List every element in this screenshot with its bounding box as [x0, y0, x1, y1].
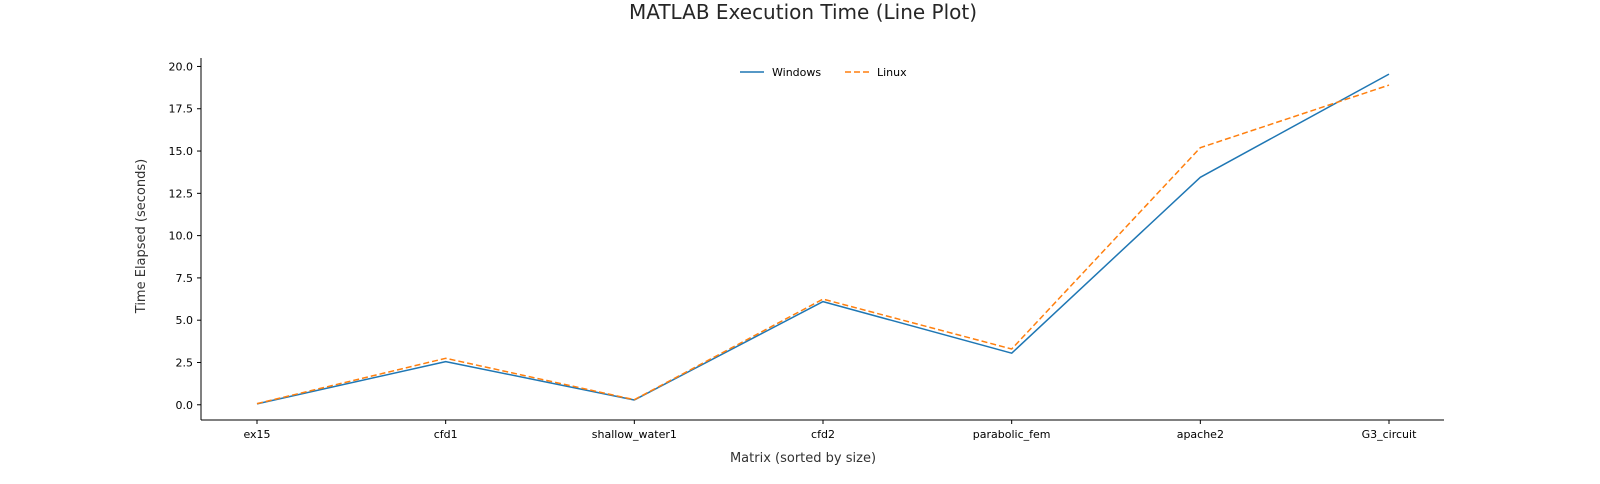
- x-axis-ticks: ex15 cfd1 shallow_water1 cfd2 parabolic_fem a…: [243, 420, 1417, 441]
- y-tick-label: 20.0: [169, 60, 194, 73]
- chart-title: MATLAB Execution Time (Line Plot): [629, 0, 977, 24]
- series-line-linux: [256, 84, 1390, 405]
- x-tick-label: ex15: [243, 428, 270, 441]
- y-tick-label: 15.0: [169, 145, 194, 158]
- legend: Windows Linux: [740, 66, 907, 79]
- axes: [200, 58, 1444, 421]
- y-tick-label: 2.5: [176, 356, 194, 369]
- y-tick-label: 10.0: [169, 230, 194, 243]
- series-line-windows: [256, 73, 1390, 405]
- y-tick-label: 17.5: [169, 103, 194, 116]
- y-tick-label: 12.5: [169, 187, 194, 200]
- x-tick-label: cfd1: [434, 428, 458, 441]
- x-tick-label: cfd2: [811, 428, 835, 441]
- x-tick-label: shallow_water1: [592, 428, 677, 441]
- x-tick-label: apache2: [1177, 428, 1224, 441]
- y-tick-label: 7.5: [176, 272, 194, 285]
- y-tick-label: 0.0: [176, 399, 194, 412]
- legend-label-windows: Windows: [772, 66, 821, 79]
- x-tick-label: G3_circuit: [1362, 428, 1417, 441]
- x-tick-label: parabolic_fem: [973, 428, 1051, 441]
- y-axis-ticks: 0.0 2.5 5.0 7.5 10.0 12.5 15.0 17.5 20.0: [169, 60, 201, 412]
- series-lines: [256, 73, 1390, 405]
- x-axis-label: Matrix (sorted by size): [730, 451, 876, 466]
- y-tick-label: 5.0: [176, 314, 194, 327]
- legend-label-linux: Linux: [877, 66, 907, 79]
- y-axis-label: Time Elapsed (seconds): [134, 159, 149, 314]
